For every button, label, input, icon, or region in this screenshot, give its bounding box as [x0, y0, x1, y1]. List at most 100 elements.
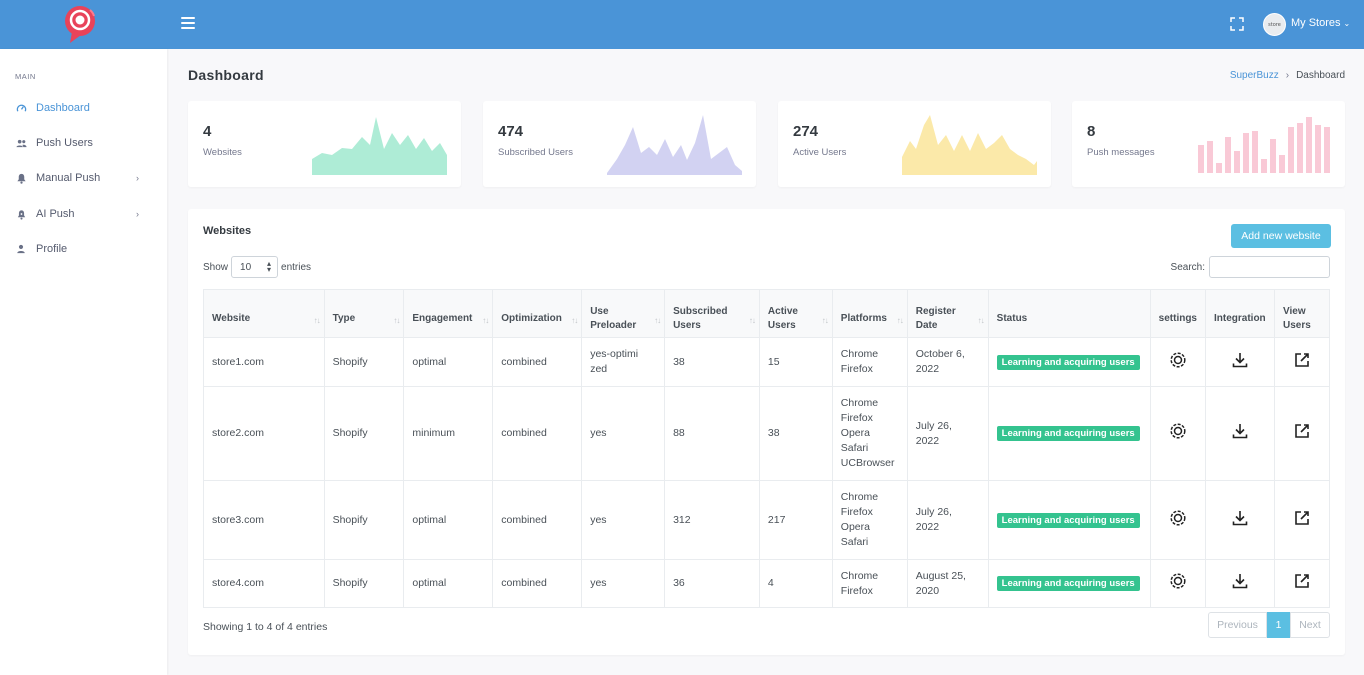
- column-label: Register Date: [915, 305, 956, 331]
- gear-icon[interactable]: [1169, 509, 1187, 527]
- search-label: Search:: [1170, 261, 1205, 273]
- external-link-icon[interactable]: [1293, 572, 1311, 590]
- download-icon[interactable]: [1231, 509, 1249, 527]
- cell-view-users: [1273, 480, 1331, 560]
- cell-preloader: yes: [581, 386, 666, 481]
- avatar-text: store: [1268, 21, 1281, 28]
- cell-engagement: optimal: [403, 559, 494, 608]
- column-header-optimization[interactable]: Optimization ↑↓: [492, 289, 583, 338]
- gear-icon[interactable]: [1169, 422, 1187, 440]
- table-row: store2.com Shopify minimum combined yes …: [203, 386, 1331, 481]
- column-header-view-users: View Users: [1273, 289, 1331, 338]
- sidebar-item-profile[interactable]: Profile: [0, 236, 167, 262]
- column-header-type[interactable]: Type ↑↓: [323, 289, 405, 338]
- cell-integration: [1205, 559, 1275, 608]
- platform: Firefox: [840, 412, 873, 424]
- date-value: July 26, 2022: [915, 419, 952, 447]
- search-input[interactable]: [1209, 256, 1330, 278]
- download-icon[interactable]: [1231, 351, 1249, 369]
- column-label: Active Users: [767, 305, 798, 331]
- sidebar-item-push-users[interactable]: Push Users: [0, 130, 167, 156]
- platform: Chrome: [840, 397, 879, 409]
- add-new-website-button[interactable]: Add new website: [1231, 224, 1331, 248]
- entries-length-control: Show 10 ▴ ▾ entries: [203, 256, 311, 278]
- cell-settings: [1149, 386, 1207, 481]
- menu-title: MAIN: [15, 72, 36, 81]
- sidebar-item-label: AI Push: [36, 208, 75, 220]
- cell-platforms: Chrome Firefox: [831, 559, 908, 608]
- cell-settings: [1149, 480, 1207, 560]
- entries-select[interactable]: 10 ▴ ▾: [231, 256, 279, 278]
- stat-card-push-messages: 8 Push messages: [1072, 101, 1345, 187]
- stat-value: 4: [203, 123, 212, 140]
- gear-icon[interactable]: [1169, 351, 1187, 369]
- column-label: Engagement: [412, 312, 473, 324]
- column-header-register-date[interactable]: Register Date ↑↓: [906, 289, 989, 338]
- cell-settings: [1149, 559, 1207, 608]
- pagination: Previous 1 Next: [1208, 612, 1330, 638]
- cell-active: 15: [758, 337, 833, 387]
- stat-label: Push messages: [1087, 147, 1155, 158]
- column-label: Optimization: [501, 312, 562, 324]
- cell-preloader: yes: [581, 559, 666, 608]
- gear-icon[interactable]: [1169, 572, 1187, 590]
- cell-active: 38: [758, 386, 833, 481]
- chevron-right-icon: ›: [136, 209, 139, 219]
- pagination-previous[interactable]: Previous: [1208, 612, 1267, 638]
- sidebar-item-dashboard[interactable]: Dashboard: [0, 95, 167, 121]
- websites-card: Websites Add new website Show 10 ▴ ▾ entr…: [188, 209, 1345, 655]
- download-icon[interactable]: [1231, 572, 1249, 590]
- sidebar-item-manual-push[interactable]: Manual Push ›: [0, 165, 167, 191]
- column-label: View Users: [1282, 305, 1311, 331]
- fullscreen-icon[interactable]: [1229, 16, 1245, 32]
- column-label: Integration: [1214, 312, 1266, 324]
- avatar[interactable]: store: [1263, 13, 1286, 36]
- platform: Chrome: [840, 348, 879, 360]
- cell-preloader: yes-optimized: [581, 337, 666, 387]
- cell-engagement: optimal: [403, 337, 494, 387]
- cell-website: store1.com: [203, 337, 325, 387]
- sort-icon: ↑↓: [896, 316, 904, 325]
- cell-status: Learning and acquiring users: [987, 480, 1151, 560]
- cell-optimization: combined: [492, 337, 583, 387]
- column-label: Website: [212, 312, 251, 324]
- platform: Safari: [840, 536, 869, 548]
- my-stores-menu[interactable]: My Stores ⌄: [1291, 17, 1350, 29]
- column-header-active-users[interactable]: Active Users ↑↓: [758, 289, 833, 338]
- sparkline-active-users: [902, 115, 1037, 175]
- cell-optimization: combined: [492, 480, 583, 560]
- column-label: Use Preloader: [590, 305, 637, 331]
- external-link-icon[interactable]: [1293, 351, 1311, 369]
- cell-integration: [1205, 337, 1275, 387]
- pagination-page-1[interactable]: 1: [1267, 612, 1290, 638]
- external-link-icon[interactable]: [1293, 509, 1311, 527]
- column-header-use-preloader[interactable]: Use Preloader ↑↓: [581, 289, 666, 338]
- show-label: Show: [203, 261, 229, 273]
- external-link-icon[interactable]: [1293, 422, 1311, 440]
- column-label: Subscribed Users: [673, 305, 728, 331]
- platform: Opera: [840, 521, 870, 533]
- column-header-platforms[interactable]: Platforms ↑↓: [831, 289, 908, 338]
- column-header-engagement[interactable]: Engagement ↑↓: [403, 289, 494, 338]
- cell-active: 4: [758, 559, 833, 608]
- platform: UCBrowser: [840, 457, 895, 469]
- status-badge: Learning and acquiring users: [996, 426, 1140, 441]
- sort-icon: ↑↓: [393, 316, 400, 325]
- menu-toggle-icon[interactable]: [178, 14, 198, 34]
- platform: Opera: [840, 427, 870, 439]
- stat-card-subscribed-users: 474 Subscribed Users: [483, 101, 756, 187]
- breadcrumb-link-superbuzz[interactable]: SuperBuzz: [1229, 70, 1279, 81]
- pagination-next[interactable]: Next: [1290, 612, 1330, 638]
- download-icon[interactable]: [1231, 422, 1249, 440]
- users-icon: [15, 137, 27, 149]
- column-header-subscribed-users[interactable]: Subscribed Users ↑↓: [664, 289, 760, 338]
- breadcrumb-current: Dashboard: [1296, 70, 1345, 81]
- column-header-website[interactable]: Website ↑↓: [203, 289, 325, 338]
- superbuzz-logo[interactable]: [62, 4, 100, 44]
- user-icon: [15, 243, 27, 255]
- table-info: Showing 1 to 4 of 4 entries: [203, 621, 328, 633]
- entries-label: entries: [281, 261, 312, 273]
- sidebar-item-ai-push[interactable]: AI Push ›: [0, 201, 167, 227]
- platform: Firefox: [840, 584, 873, 597]
- chevron-right-icon: ›: [1285, 70, 1290, 81]
